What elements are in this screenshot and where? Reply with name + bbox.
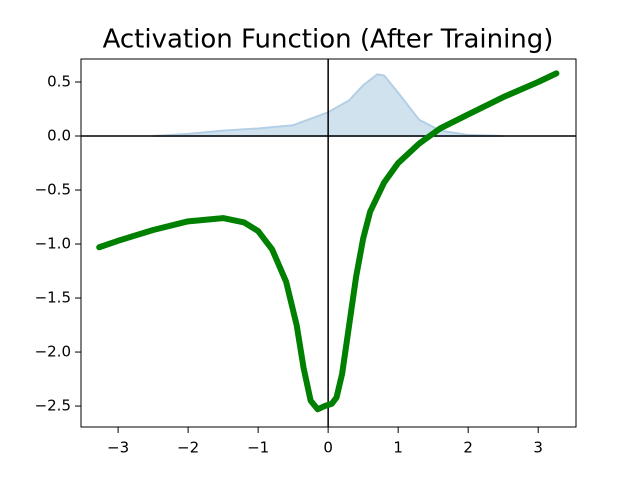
y-tick-label: 0.0: [47, 127, 71, 145]
x-tick-label: −3: [107, 439, 129, 457]
x-tick-label: 3: [533, 439, 543, 457]
activation-curve: [96, 70, 560, 413]
y-tick-label: −1.0: [35, 235, 71, 253]
y-tick-label: 0.5: [47, 73, 71, 91]
x-tick-label: −1: [247, 439, 269, 457]
x-tick-label: 2: [463, 439, 473, 457]
y-tick-label: −0.5: [35, 181, 71, 199]
y-tick-label: −2.0: [35, 343, 71, 361]
y-tick-label: −1.5: [35, 289, 71, 307]
density-area: [153, 73, 504, 138]
chart-title: Activation Function (After Training): [103, 25, 554, 55]
x-tick-label: −2: [177, 439, 199, 457]
x-tick-label: 1: [393, 439, 403, 457]
y-tick-label: −2.5: [35, 397, 71, 415]
x-tick-label: 0: [323, 439, 333, 457]
